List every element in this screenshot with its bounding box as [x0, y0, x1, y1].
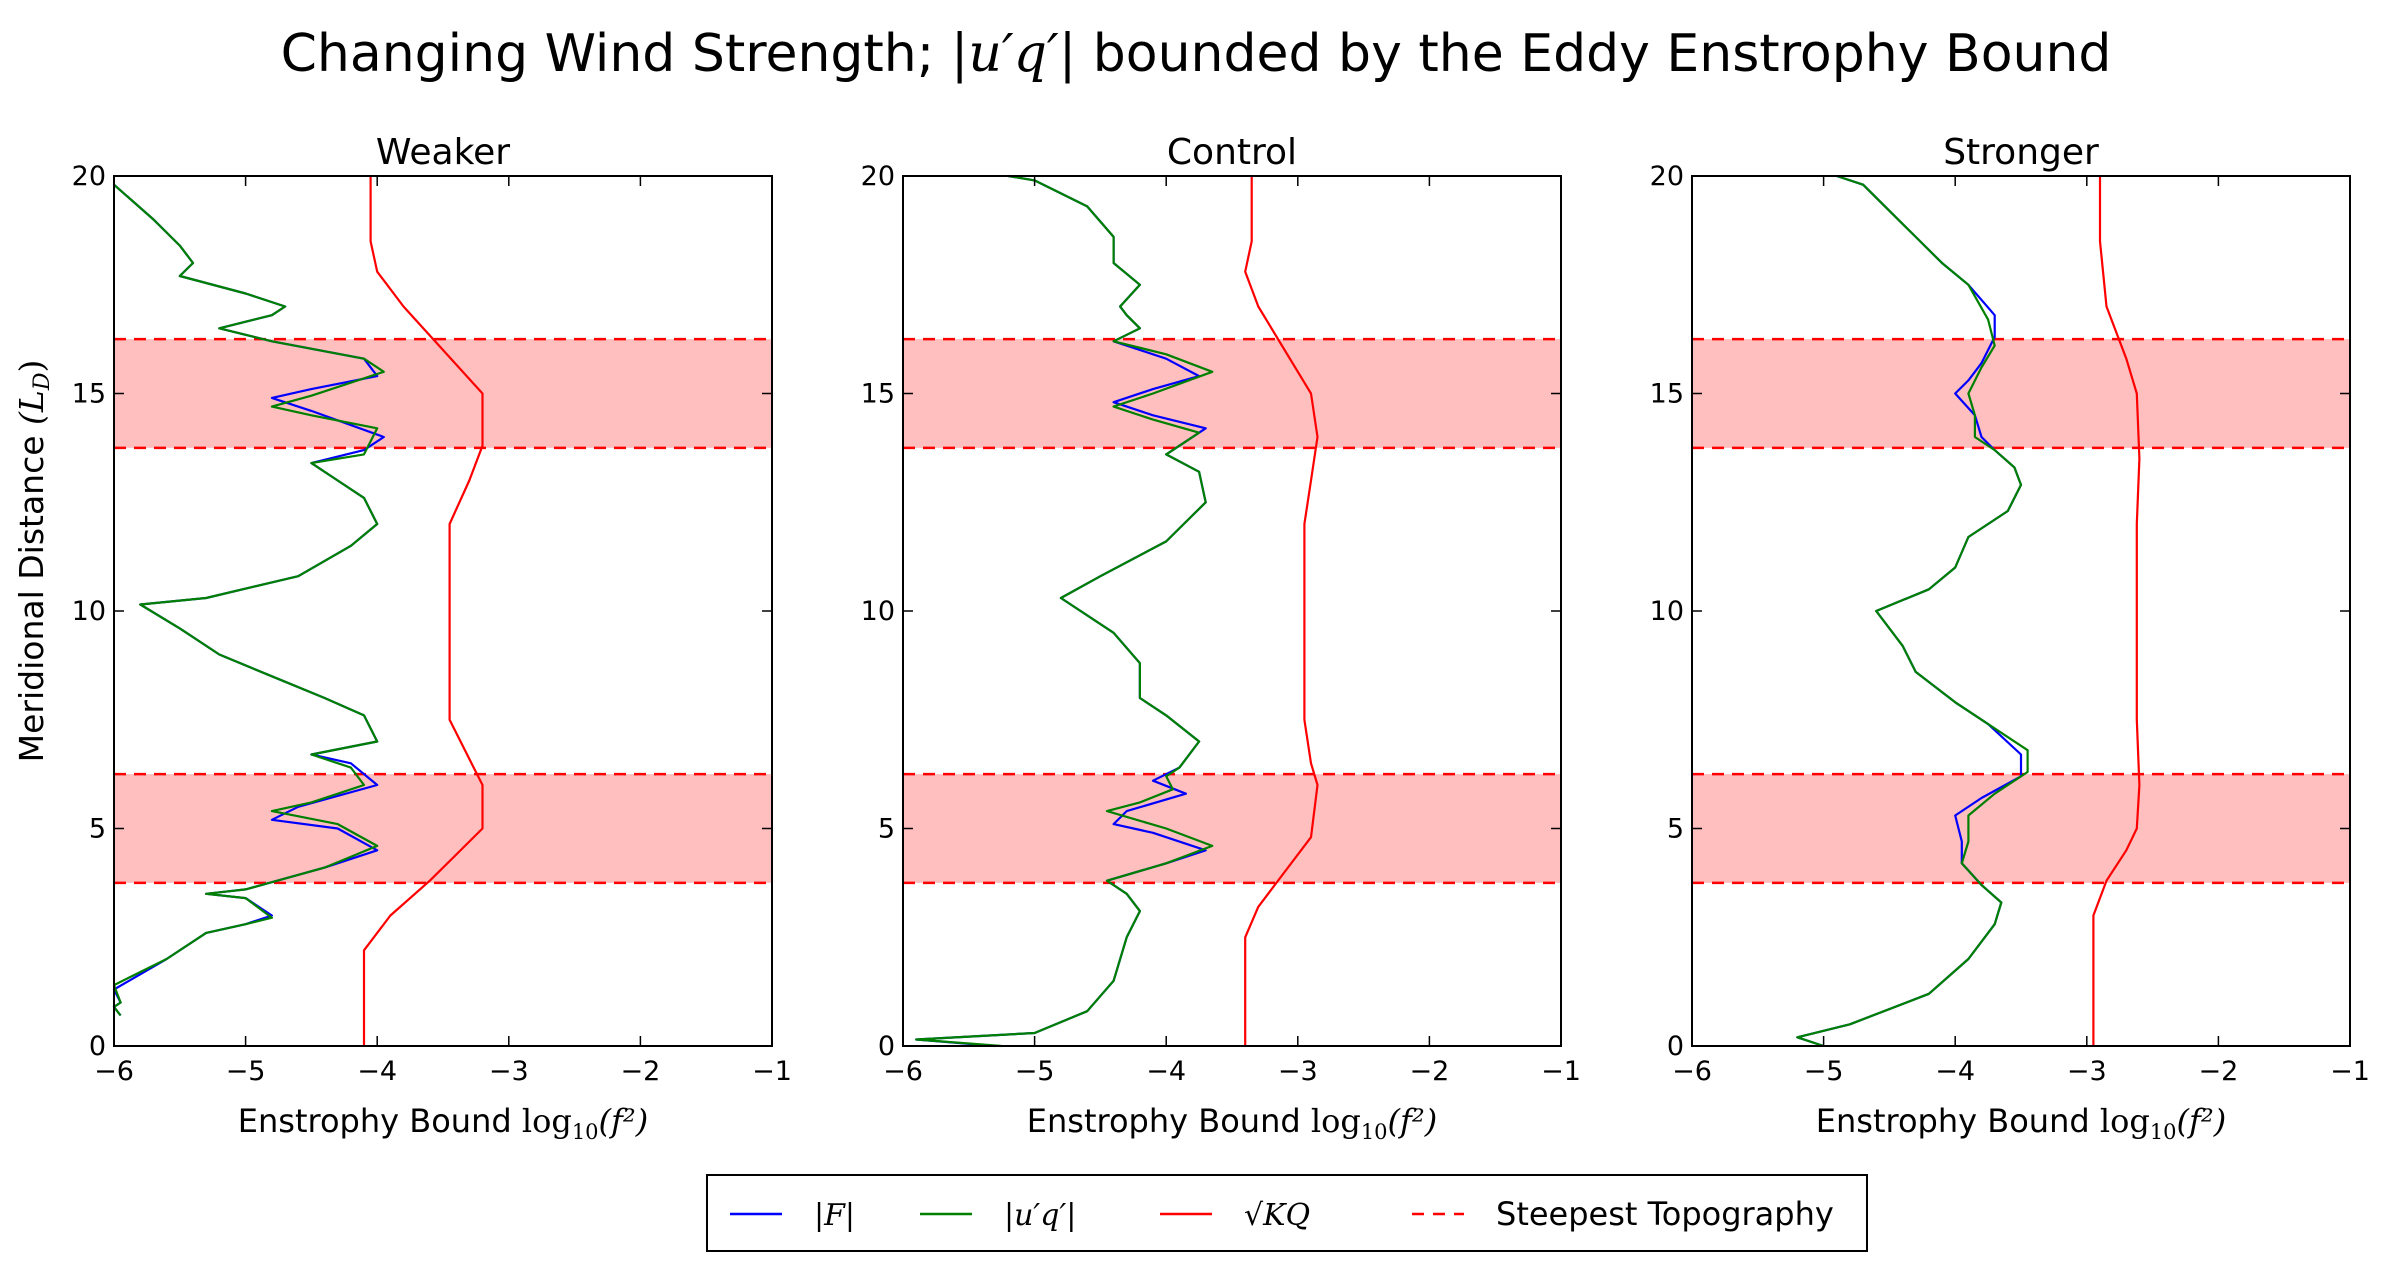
- series-line: [112, 183, 385, 1017]
- x-tick-label: −6: [883, 1056, 923, 1087]
- plot-frame: [902, 175, 1562, 1047]
- y-tick-label: 10: [861, 596, 895, 627]
- legend-label: √KQ: [1244, 1198, 1310, 1233]
- x-axis-label: Enstrophy Bound log10(f²): [238, 1102, 648, 1144]
- panel-title: Control: [1167, 132, 1297, 173]
- x-tick-label: −5: [1015, 1056, 1055, 1087]
- x-tick-label: −2: [620, 1056, 660, 1087]
- legend-label: |F|: [814, 1198, 855, 1233]
- panels: −6 −5 −4 −3 −2 −1 0 5 10 15 20 Weaker Enstrophy Boun…: [72, 132, 2370, 1144]
- y-tick-label: 20: [861, 161, 895, 192]
- plot-frame: [113, 175, 773, 1047]
- series-line: [112, 183, 385, 1017]
- x-tick-label: −4: [1935, 1056, 1975, 1087]
- x-tick-label: −4: [1146, 1056, 1186, 1087]
- y-axis-label: Meridional Distance (LD): [12, 360, 55, 763]
- x-tick-label: −2: [2198, 1056, 2238, 1087]
- panel-control: −6 −5 −4 −3 −2 −1 0 5 10 15 20 Control Enstrophy Bou…: [861, 132, 1581, 1144]
- x-tick-label: −5: [1804, 1056, 1844, 1087]
- series-line: [362, 176, 484, 1046]
- x-tick-label: −3: [2067, 1056, 2107, 1087]
- series-line: [1244, 176, 1319, 1046]
- steepest-topography-band: [114, 339, 772, 448]
- plot-frame: [1691, 175, 2351, 1047]
- x-axis-label: Enstrophy Bound log10(f²): [1816, 1102, 2226, 1144]
- y-tick-label: 15: [861, 379, 895, 410]
- y-tick-label: 0: [1667, 1031, 1684, 1062]
- series-line: [915, 174, 1214, 1048]
- y-tick-label: 20: [1650, 161, 1684, 192]
- x-tick-label: −6: [1672, 1056, 1712, 1087]
- panel-title: Weaker: [376, 132, 510, 173]
- legend-box: [706, 1174, 1868, 1252]
- x-tick-label: −3: [1278, 1056, 1318, 1087]
- legend-label: Steepest Topography: [1496, 1195, 1834, 1233]
- x-tick-label: −5: [226, 1056, 266, 1087]
- x-tick-label: −1: [752, 1056, 792, 1087]
- x-tick-label: −4: [357, 1056, 397, 1087]
- panel-stronger: −6 −5 −4 −3 −2 −1 0 5 10 15 20 Stronger Enstrophy Bo…: [1650, 132, 2370, 1144]
- x-tick-label: −1: [2330, 1056, 2370, 1087]
- steepest-topography-band: [1692, 774, 2350, 883]
- x-tick-label: −1: [1541, 1056, 1581, 1087]
- y-tick-label: 5: [878, 814, 895, 845]
- steepest-topography-band: [903, 774, 1561, 883]
- y-tick-label: 5: [89, 814, 106, 845]
- series-line: [1796, 174, 2023, 1048]
- y-tick-label: 0: [89, 1031, 106, 1062]
- series-line: [915, 174, 1207, 1048]
- y-tick-label: 15: [72, 379, 106, 410]
- y-tick-label: 0: [878, 1031, 895, 1062]
- x-tick-label: −6: [94, 1056, 134, 1087]
- steepest-topography-band: [903, 339, 1561, 448]
- y-tick-label: 10: [72, 596, 106, 627]
- x-axis-label: Enstrophy Bound log10(f²): [1027, 1102, 1437, 1144]
- panel-weaker: −6 −5 −4 −3 −2 −1 0 5 10 15 20 Weaker Enstrophy Boun…: [72, 132, 792, 1144]
- x-tick-label: −3: [489, 1056, 529, 1087]
- steepest-topography-band: [114, 774, 772, 883]
- y-tick-label: 10: [1650, 596, 1684, 627]
- series-line: [1796, 174, 2029, 1048]
- y-tick-label: 15: [1650, 379, 1684, 410]
- figure-title: Changing Wind Strength; |u′q′| bounded b…: [281, 24, 2112, 84]
- panel-title: Stronger: [1943, 132, 2099, 173]
- y-tick-label: 20: [72, 161, 106, 192]
- x-tick-label: −2: [1409, 1056, 1449, 1087]
- legend-label: |u′q′|: [1004, 1198, 1076, 1233]
- title-math: |u′q′|: [951, 24, 1076, 84]
- series-line: [2092, 176, 2141, 1046]
- y-tick-label: 5: [1667, 814, 1684, 845]
- legend: |F| |u′q′| √KQ Steepest Topography: [706, 1174, 1868, 1252]
- steepest-topography-band: [1692, 339, 2350, 448]
- svg-text:Meridional Distance (LD): Meridional Distance (LD): [12, 360, 55, 763]
